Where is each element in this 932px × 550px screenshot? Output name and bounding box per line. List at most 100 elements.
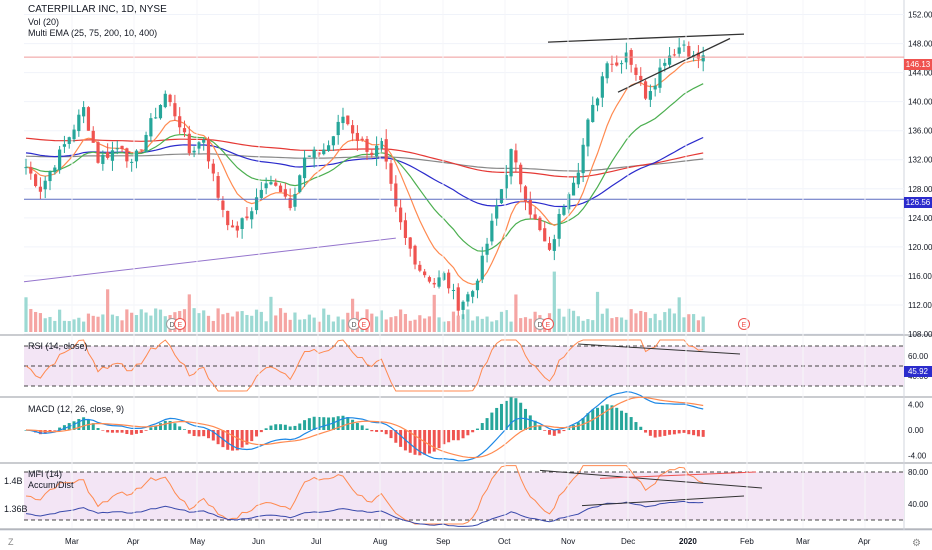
macd-hist-bar (197, 430, 201, 437)
volume-bar (298, 319, 302, 332)
macd-hist-bar (168, 420, 172, 430)
volume-bar (427, 316, 432, 332)
candle-body (134, 150, 139, 162)
candle-body (687, 45, 691, 57)
candle-body (437, 277, 441, 287)
candle-body (379, 141, 384, 149)
macd-hist-bar (639, 426, 643, 430)
candle-body (639, 75, 643, 81)
volume-bar (67, 321, 71, 332)
volume-bar (144, 312, 148, 332)
candle-body (144, 134, 148, 152)
macd-hist-bar (245, 430, 249, 445)
macd-hist-bar (413, 430, 417, 455)
candle-body (562, 207, 566, 215)
macd-hist-bar (269, 425, 273, 430)
macd-hist-bar (163, 420, 167, 430)
candle-body (370, 152, 374, 156)
macd-hist-bar (53, 430, 57, 431)
macd-hist-bar (562, 430, 566, 432)
candle-body (619, 63, 624, 65)
volume-bar (38, 313, 43, 332)
price-tick-label: 108.00 (908, 330, 932, 339)
macd-hist-bar (610, 405, 614, 430)
rsi-band (24, 346, 904, 386)
zoom-corner[interactable]: Z (8, 537, 14, 547)
wedge-upper-trendline (547, 33, 745, 43)
time-tick-label: Mar (796, 537, 810, 546)
volume-bar (451, 311, 456, 332)
candle-body (523, 186, 528, 202)
macd-hist-bar (648, 430, 652, 436)
volume-bar (130, 312, 134, 332)
volume-bar (471, 320, 475, 332)
candle-body (499, 189, 504, 204)
macd-hist-bar (408, 430, 412, 453)
volume-bar (682, 317, 686, 332)
volume-bar (677, 297, 681, 332)
volume-bar (442, 321, 446, 332)
candle-body (29, 166, 33, 174)
ad-title: Accum/Dist (28, 480, 74, 490)
candle-body (115, 148, 119, 150)
macd-hist-bar (572, 425, 576, 430)
macd-hist-bar (255, 430, 259, 437)
rsi-tick-label: 60.00 (908, 352, 929, 361)
time-tick-label: May (190, 537, 205, 546)
volume-bar (307, 314, 311, 332)
macd-hist-bar (182, 429, 186, 430)
volume-bar (514, 294, 518, 332)
macd-hist-bar (644, 430, 648, 433)
macd-hist-bar (533, 420, 537, 430)
macd-hist-bar (658, 430, 662, 437)
volume-bar (58, 309, 62, 332)
time-tick-label: Aug (373, 537, 387, 546)
candle-body (547, 243, 552, 250)
candle-body (576, 172, 580, 185)
macd-hist-bar (351, 419, 355, 430)
volume-bar (423, 318, 427, 332)
time-tick-label: Feb (740, 537, 754, 546)
candle-body (206, 138, 211, 162)
macd-hist-bar (274, 424, 278, 430)
volume-bar (274, 315, 278, 332)
macd-hist-bar (471, 430, 475, 433)
volume-bar (475, 316, 480, 332)
volume-bar (567, 308, 571, 332)
volume-bar (77, 317, 81, 332)
macd-hist-bar (101, 430, 105, 431)
volume-bar (245, 314, 249, 332)
macd-hist-bar (192, 430, 196, 437)
volume-bar (394, 316, 398, 332)
macd-hist-bar (375, 430, 379, 432)
candle-body (701, 55, 705, 62)
candle-body (226, 210, 230, 226)
volume-bar (149, 315, 153, 332)
macd-hist-bar (701, 430, 705, 437)
volume-bar (216, 308, 220, 332)
macd-hist-bar (312, 416, 316, 430)
long-trendline (23, 237, 396, 283)
volume-bar (278, 308, 283, 332)
volume-bar (495, 320, 499, 332)
macd-hist-bar (389, 430, 393, 439)
macd-hist-bar (327, 417, 331, 430)
macd-hist-bar (557, 430, 561, 434)
candle-body (418, 264, 422, 271)
candle-body (495, 205, 499, 219)
macd-hist-bar (307, 418, 311, 430)
volume-bar (437, 317, 441, 332)
macd-hist-bar (303, 420, 307, 430)
volume-bar (379, 310, 384, 332)
volume-bar (591, 320, 595, 332)
volume-bar (91, 315, 95, 332)
macd-hist-bar (427, 430, 431, 454)
candle-body (586, 119, 590, 147)
volume-bar (399, 309, 403, 332)
volume-bar (29, 308, 33, 332)
macd-hist-bar (485, 418, 489, 430)
volume-bar (154, 308, 158, 332)
candle-body (110, 150, 115, 161)
volume-bar (667, 308, 672, 332)
